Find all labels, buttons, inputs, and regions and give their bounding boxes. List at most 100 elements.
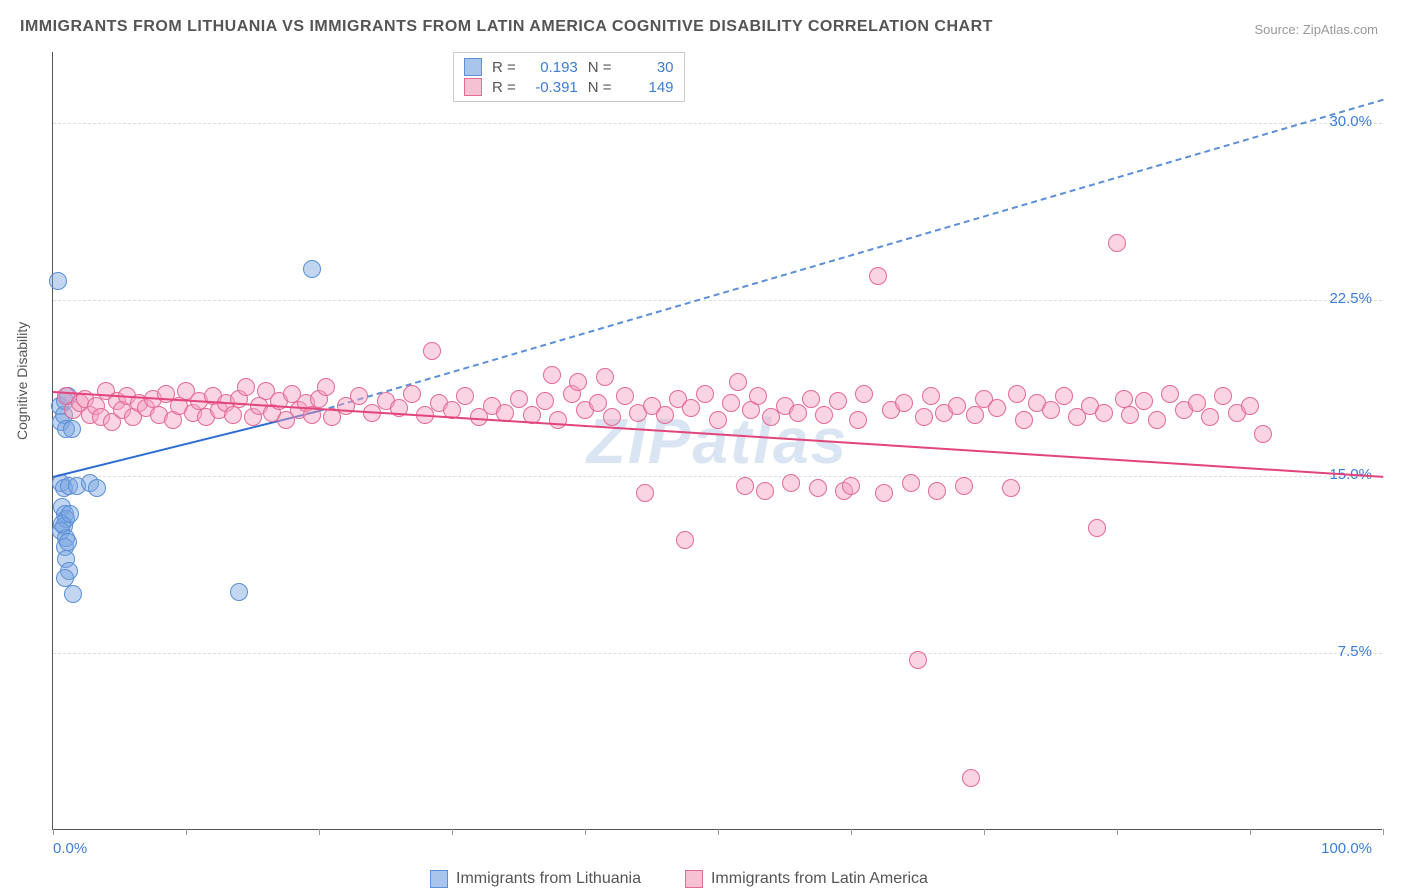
data-point — [789, 404, 807, 422]
data-point — [915, 408, 933, 426]
data-point — [88, 479, 106, 497]
data-point — [510, 390, 528, 408]
legend-item-1: Immigrants from Lithuania — [430, 870, 641, 888]
x-tick — [585, 829, 586, 835]
data-point — [423, 342, 441, 360]
stat-n-label: N = — [588, 59, 612, 76]
data-point — [709, 411, 727, 429]
data-point — [966, 406, 984, 424]
data-point — [49, 272, 67, 290]
data-point — [616, 387, 634, 405]
data-point — [829, 392, 847, 410]
x-tick — [1117, 829, 1118, 835]
data-point — [1161, 385, 1179, 403]
data-point — [955, 477, 973, 495]
stats-row-series-1: R = 0.193 N = 30 — [464, 57, 674, 77]
data-point — [948, 397, 966, 415]
legend-label-1: Immigrants from Lithuania — [456, 870, 641, 888]
data-point — [676, 531, 694, 549]
data-point — [902, 474, 920, 492]
data-point — [1201, 408, 1219, 426]
data-point — [849, 411, 867, 429]
y-tick-label: 30.0% — [1329, 113, 1372, 130]
data-point — [729, 373, 747, 391]
x-axis-min-label: 0.0% — [53, 840, 87, 857]
trend-line-extrapolated — [319, 99, 1384, 412]
data-point — [1241, 397, 1259, 415]
data-point — [61, 505, 79, 523]
data-point — [63, 420, 81, 438]
data-point — [237, 378, 255, 396]
legend-label-2: Immigrants from Latin America — [711, 870, 928, 888]
stats-legend-box: R = 0.193 N = 30 R = -0.391 N = 149 — [453, 52, 685, 102]
data-point — [549, 411, 567, 429]
data-point — [596, 368, 614, 386]
plot-area: ZIPatlas R = 0.193 N = 30 R = -0.391 N =… — [52, 52, 1382, 830]
data-point — [895, 394, 913, 412]
y-tick-label: 22.5% — [1329, 290, 1372, 307]
data-point — [230, 583, 248, 601]
swatch-series-2 — [464, 78, 482, 96]
data-point — [962, 769, 980, 787]
data-point — [1121, 406, 1139, 424]
data-point — [749, 387, 767, 405]
data-point — [875, 484, 893, 502]
data-point — [1088, 519, 1106, 537]
data-point — [1108, 234, 1126, 252]
data-point — [589, 394, 607, 412]
x-tick — [984, 829, 985, 835]
x-tick — [452, 829, 453, 835]
stat-r-label: R = — [492, 59, 516, 76]
data-point — [317, 378, 335, 396]
data-point — [922, 387, 940, 405]
data-point — [1148, 411, 1166, 429]
x-tick — [718, 829, 719, 835]
data-point — [1055, 387, 1073, 405]
x-tick — [53, 829, 54, 835]
gridline — [53, 300, 1382, 301]
data-point — [696, 385, 714, 403]
stat-n-value-1: 30 — [618, 59, 674, 76]
data-point — [782, 474, 800, 492]
data-point — [722, 394, 740, 412]
data-point — [456, 387, 474, 405]
stat-n-value-2: 149 — [618, 79, 674, 96]
stat-n-label: N = — [588, 79, 612, 96]
data-point — [569, 373, 587, 391]
data-point — [603, 408, 621, 426]
stat-r-value-2: -0.391 — [522, 79, 578, 96]
stat-r-label: R = — [492, 79, 516, 96]
source-label: Source: ZipAtlas.com — [1254, 22, 1378, 37]
stat-r-value-1: 0.193 — [522, 59, 578, 76]
x-tick — [1383, 829, 1384, 835]
swatch-series-1 — [464, 58, 482, 76]
data-point — [756, 482, 774, 500]
x-tick — [186, 829, 187, 835]
gridline — [53, 653, 1382, 654]
legend-swatch-1 — [430, 870, 448, 888]
data-point — [909, 651, 927, 669]
data-point — [1015, 411, 1033, 429]
gridline — [53, 123, 1382, 124]
x-tick — [1250, 829, 1251, 835]
data-point — [1214, 387, 1232, 405]
chart-title: IMMIGRANTS FROM LITHUANIA VS IMMIGRANTS … — [20, 18, 993, 36]
data-point — [842, 477, 860, 495]
legend-swatch-2 — [685, 870, 703, 888]
data-point — [928, 482, 946, 500]
x-tick — [319, 829, 320, 835]
data-point — [809, 479, 827, 497]
data-point — [636, 484, 654, 502]
data-point — [56, 569, 74, 587]
data-point — [350, 387, 368, 405]
data-point — [536, 392, 554, 410]
x-axis-max-label: 100.0% — [1321, 840, 1372, 857]
data-point — [869, 267, 887, 285]
x-tick — [851, 829, 852, 835]
stats-row-series-2: R = -0.391 N = 149 — [464, 77, 674, 97]
gridline — [53, 476, 1382, 477]
data-point — [815, 406, 833, 424]
data-point — [1042, 401, 1060, 419]
y-tick-label: 7.5% — [1338, 643, 1372, 660]
data-point — [988, 399, 1006, 417]
